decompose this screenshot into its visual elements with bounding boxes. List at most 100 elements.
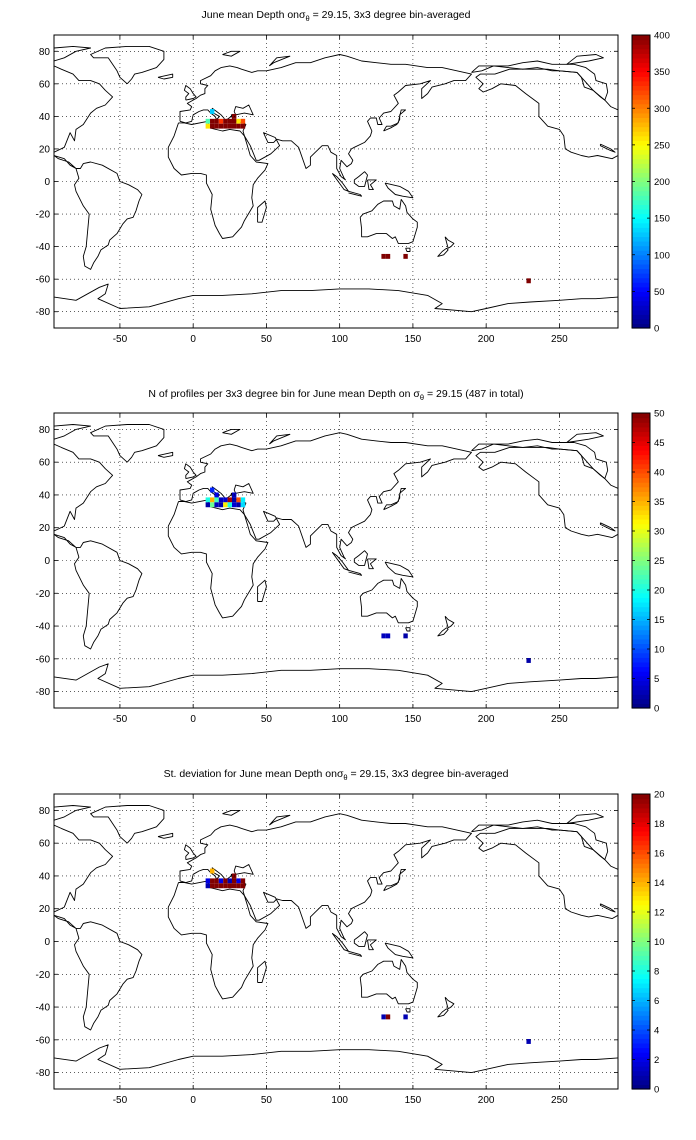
colorbar-swatch <box>632 277 650 283</box>
colorbar-swatch <box>632 295 650 302</box>
coastline <box>348 569 363 576</box>
colorbar-swatch <box>632 849 650 855</box>
y-tick-label: 0 <box>44 556 50 567</box>
data-cell <box>205 502 211 508</box>
colorbar-swatch <box>632 611 650 617</box>
colorbar-swatch <box>632 982 650 989</box>
colorbar-swatch <box>632 176 650 183</box>
colorbar-swatch <box>632 463 650 469</box>
coastline <box>268 55 291 67</box>
colorbar-swatch <box>632 542 650 548</box>
colorbar-swatch <box>632 950 650 956</box>
colorbar-swatch <box>632 523 650 529</box>
colorbar-tick-label: 4 <box>654 1026 659 1037</box>
colorbar-tick-label: 5 <box>654 674 659 685</box>
coastline <box>257 200 267 223</box>
colorbar-swatch <box>632 323 650 329</box>
colorbar-swatch <box>632 454 650 460</box>
map-layer <box>54 45 618 313</box>
colorbar-swatch <box>632 1075 650 1081</box>
colorbar-swatch <box>632 85 650 91</box>
chart-title-sigma: σ <box>299 9 306 21</box>
chart-title-text: St. deviation for June mean Depth on <box>164 768 338 780</box>
data-cell <box>231 497 237 503</box>
colorbar-tick-label: 45 <box>654 438 665 449</box>
data-cell <box>240 502 246 508</box>
colorbar-swatch <box>632 519 650 525</box>
data-cell <box>381 633 386 639</box>
x-tick-label: 150 <box>405 334 422 345</box>
colorbar-swatch <box>632 491 650 497</box>
data-cell <box>227 118 232 124</box>
colorbar-swatch <box>632 863 650 869</box>
colorbar-swatch <box>632 675 650 681</box>
coastline <box>566 432 604 443</box>
colorbar-swatch <box>632 144 650 151</box>
panel-1: June mean Depth onσθ = 29.15, 3x3 degree… <box>36 9 670 345</box>
coastline <box>405 627 411 632</box>
colorbar-swatch <box>632 291 650 297</box>
colorbar-swatch <box>632 431 650 437</box>
x-tick-label: 150 <box>405 714 422 725</box>
colorbar-swatch <box>632 872 650 878</box>
colorbar-swatch <box>632 546 650 552</box>
colorbar-swatch <box>632 601 650 608</box>
colorbar-swatch <box>632 996 650 1003</box>
colorbar-swatch <box>632 648 650 654</box>
coastline <box>257 960 267 983</box>
coastline <box>54 45 92 62</box>
y-tick-label: 60 <box>39 458 51 469</box>
y-tick-label: -40 <box>36 1003 51 1014</box>
coastline <box>367 939 377 951</box>
colorbar-swatch <box>632 876 650 883</box>
colorbar-swatch <box>632 918 650 924</box>
coastline <box>444 236 455 249</box>
colorbar-swatch <box>632 1079 650 1085</box>
colorbar-tick-label: 50 <box>654 287 665 298</box>
colorbar-swatch <box>632 858 650 864</box>
coastline <box>437 247 449 257</box>
coastline <box>599 903 616 913</box>
colorbar-swatch <box>632 812 650 818</box>
colorbar-swatch <box>632 821 650 827</box>
colorbar-swatch <box>632 1052 650 1058</box>
colorbar-swatch <box>632 643 650 649</box>
colorbar-tick-label: 200 <box>654 177 670 188</box>
colorbar-swatch <box>632 236 650 242</box>
colorbar-swatch <box>632 941 650 947</box>
coastline <box>444 615 455 629</box>
y-tick-label: -80 <box>36 687 51 698</box>
colorbar-swatch <box>632 528 650 534</box>
colorbar-swatch <box>632 422 650 428</box>
colorbar-swatch <box>632 578 650 585</box>
colorbar-swatch <box>632 927 650 933</box>
coastline <box>384 942 414 959</box>
colorbar-tick-label: 16 <box>654 849 665 860</box>
coastline <box>384 182 414 199</box>
colorbar-swatch <box>632 615 650 622</box>
y-tick-label: 60 <box>39 79 51 90</box>
y-tick-label: 20 <box>39 904 51 915</box>
colorbar-swatch <box>632 555 650 562</box>
data-cell <box>218 878 224 884</box>
colorbar-swatch <box>632 625 650 631</box>
coastline <box>359 959 418 1005</box>
colorbar-swatch <box>632 844 650 850</box>
colorbar-swatch <box>632 532 650 539</box>
y-tick-label: 80 <box>39 47 51 58</box>
colorbar-swatch <box>632 826 650 832</box>
colorbar-swatch <box>632 684 650 691</box>
colorbar-swatch <box>632 853 650 860</box>
colorbar-swatch <box>632 969 650 975</box>
colorbar-tick-label: 250 <box>654 140 670 151</box>
data-cell <box>231 883 237 889</box>
x-tick-label: 250 <box>551 1095 568 1106</box>
coastline <box>359 198 418 244</box>
data-cell <box>223 502 228 508</box>
colorbar-swatch <box>632 286 650 292</box>
colorbar-tick-label: 12 <box>654 908 665 919</box>
coastline <box>183 463 197 480</box>
data-cell <box>240 878 246 884</box>
x-tick-label: 50 <box>261 714 273 725</box>
